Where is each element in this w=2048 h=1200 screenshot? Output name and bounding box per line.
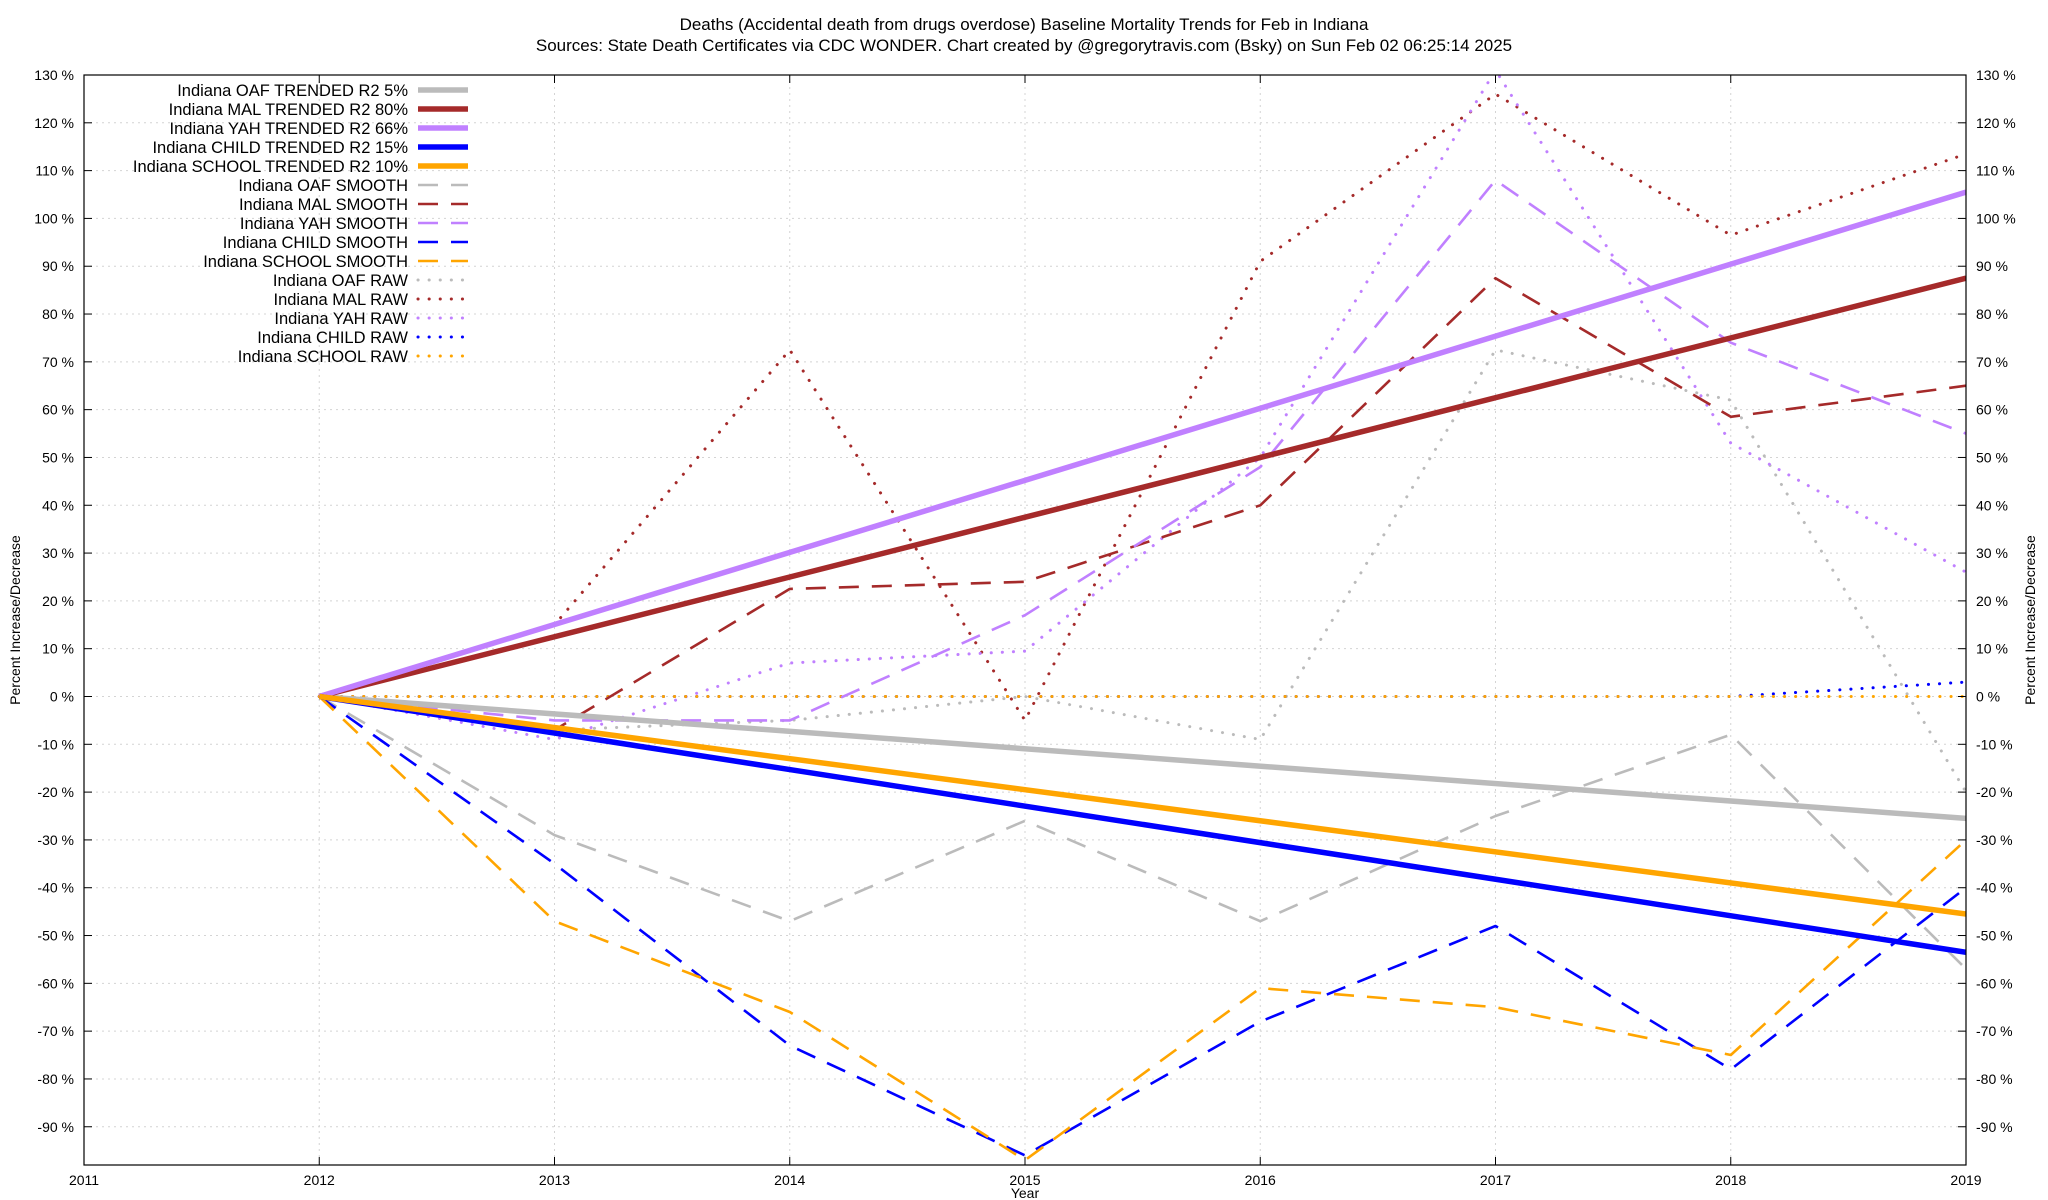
legend-label: Indiana OAF RAW xyxy=(273,272,409,290)
x-tick-label: 2019 xyxy=(1950,1172,1981,1188)
x-tick-label: 2017 xyxy=(1480,1172,1511,1188)
legend: Indiana OAF TRENDED R2 5%Indiana MAL TRE… xyxy=(133,82,470,366)
y-tick-label-right: -50 % xyxy=(1976,928,2013,944)
y-axis-label-right: Percent Increase/Decrease xyxy=(2022,535,2038,705)
series-lines xyxy=(317,75,1966,1162)
legend-label: Indiana SCHOOL SMOOTH xyxy=(203,253,408,271)
legend-label: Indiana CHILD SMOOTH xyxy=(223,234,408,252)
legend-label: Indiana SCHOOL RAW xyxy=(238,348,409,366)
y-tick-label-right: 50 % xyxy=(1976,449,2008,465)
y-tick-label-left: 120 % xyxy=(34,115,74,131)
y-tick-label-right: 40 % xyxy=(1976,497,2008,513)
y-tick-label-right: 20 % xyxy=(1976,593,2008,609)
y-tick-label-left: 90 % xyxy=(42,258,74,274)
y-tick-label-left: -30 % xyxy=(37,832,74,848)
y-tick-label-right: 110 % xyxy=(1976,163,2015,179)
y-tick-label-left: 40 % xyxy=(42,497,74,513)
y-tick-label-right: -80 % xyxy=(1976,1071,2013,1087)
series-line-indiana-yah-raw xyxy=(317,75,1966,741)
y-tick-label-left: -50 % xyxy=(37,928,74,944)
legend-label: Indiana YAH SMOOTH xyxy=(240,215,408,233)
series-line-indiana-child-trended-r2-15 xyxy=(318,693,1966,956)
x-tick-label: 2018 xyxy=(1715,1172,1746,1188)
x-tick-label: 2013 xyxy=(539,1172,570,1188)
y-tick-label-right: -90 % xyxy=(1976,1119,2013,1135)
x-tick-label: 2016 xyxy=(1245,1172,1276,1188)
legend-label: Indiana YAH RAW xyxy=(274,310,408,328)
legend-label: Indiana MAL RAW xyxy=(274,291,409,309)
y-tick-label-right: -30 % xyxy=(1976,832,2013,848)
x-tick-label: 2015 xyxy=(1009,1172,1040,1188)
y-tick-label-left: 10 % xyxy=(42,641,74,657)
y-tick-label-left: 0 % xyxy=(50,688,74,704)
y-tick-label-right: 90 % xyxy=(1976,258,2008,274)
y-tick-label-right: 0 % xyxy=(1976,688,2000,704)
series-line-indiana-oaf-smooth xyxy=(318,695,1966,970)
y-tick-label-right: -40 % xyxy=(1976,880,2013,896)
x-axis-label: Year xyxy=(1011,1185,1040,1200)
chart-subtitle: Sources: State Death Certificates via CD… xyxy=(536,36,1512,55)
y-tick-label-left: -20 % xyxy=(37,784,74,800)
y-tick-label-right: 100 % xyxy=(1976,210,2016,226)
series-line-indiana-child-raw xyxy=(317,680,1966,698)
y-tick-label-right: 130 % xyxy=(1976,67,2016,83)
y-tick-label-right: 60 % xyxy=(1976,402,2008,418)
y-tick-label-left: 50 % xyxy=(42,449,74,465)
y-tick-label-right: -20 % xyxy=(1976,784,2013,800)
y-tick-label-right: 120 % xyxy=(1976,115,2016,131)
y-tick-label-left: 20 % xyxy=(42,593,74,609)
series-line-indiana-mal-smooth xyxy=(319,276,1966,732)
series-line-indiana-oaf-trended-r2-5 xyxy=(319,693,1966,822)
legend-label: Indiana OAF TRENDED R2 5% xyxy=(177,82,408,100)
y-tick-label-left: 110 % xyxy=(35,163,74,179)
y-tick-label-left: 80 % xyxy=(42,306,74,322)
legend-label: Indiana YAH TRENDED R2 66% xyxy=(170,120,409,138)
series-line-indiana-yah-trended-r2-66 xyxy=(318,189,1966,700)
y-tick-label-right: -60 % xyxy=(1976,975,2013,991)
x-tick-label: 2014 xyxy=(774,1172,805,1188)
y-tick-label-left: 60 % xyxy=(42,402,74,418)
series-line-indiana-mal-trended-r2-80 xyxy=(318,275,1966,700)
y-tick-label-left: 130 % xyxy=(34,67,74,83)
y-tick-label-left: 30 % xyxy=(42,545,74,561)
x-tick-label: 2012 xyxy=(304,1172,335,1188)
chart-title: Deaths (Accidental death from drugs over… xyxy=(680,15,1369,34)
legend-label: Indiana MAL TRENDED R2 80% xyxy=(169,101,409,119)
y-axis-label-left: Percent Increase/Decrease xyxy=(7,535,23,705)
y-tick-label-right: 80 % xyxy=(1976,306,2008,322)
y-tick-label-left: -10 % xyxy=(37,736,74,752)
y-tick-label-left: -40 % xyxy=(37,880,74,896)
legend-label: Indiana CHILD RAW xyxy=(257,329,408,347)
y-tick-label-left: -60 % xyxy=(37,975,74,991)
y-tick-label-right: 70 % xyxy=(1976,354,2008,370)
series-line-indiana-yah-smooth xyxy=(319,178,1966,722)
y-tick-label-left: -80 % xyxy=(37,1071,74,1087)
y-tick-label-right: 10 % xyxy=(1976,641,2008,657)
series-line-indiana-mal-raw xyxy=(317,92,1966,722)
legend-label: Indiana SCHOOL TRENDED R2 10% xyxy=(133,158,408,176)
series-line-indiana-school-smooth xyxy=(318,695,1966,1162)
legend-label: Indiana OAF SMOOTH xyxy=(238,177,408,195)
axis-ticks: 130 % 130 % 120 % 120 % 110 % 110 % 100 % 100 %… xyxy=(34,67,2015,1188)
legend-label: Indiana MAL SMOOTH xyxy=(239,196,408,214)
y-tick-label-right: -70 % xyxy=(1976,1023,2013,1039)
y-tick-label-left: -90 % xyxy=(37,1119,74,1135)
y-tick-label-left: 70 % xyxy=(42,354,74,370)
series-line-indiana-school-trended-r2-10 xyxy=(318,693,1966,917)
y-tick-label-right: -10 % xyxy=(1976,736,2013,752)
legend-label: Indiana CHILD TRENDED R2 15% xyxy=(152,139,408,157)
y-tick-label-left: -70 % xyxy=(37,1023,74,1039)
y-tick-label-right: 30 % xyxy=(1976,545,2008,561)
y-tick-label-left: 100 % xyxy=(34,210,74,226)
series-line-indiana-child-smooth xyxy=(318,695,1966,1157)
x-tick-label: 2011 xyxy=(69,1172,99,1188)
series-line-indiana-oaf-raw xyxy=(317,348,1966,794)
